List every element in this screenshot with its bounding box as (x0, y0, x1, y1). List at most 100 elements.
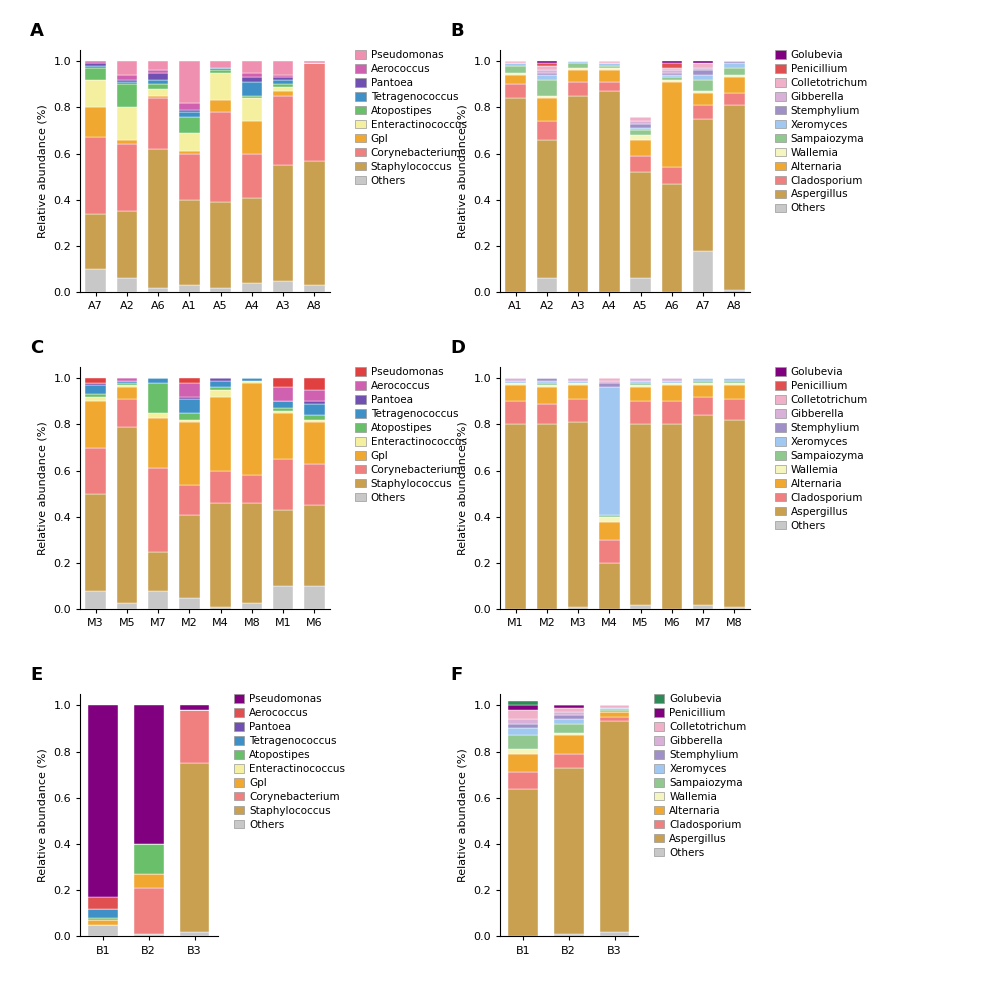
Bar (662, 72, 682, 75)
Bar (242, 381, 262, 383)
Bar (210, 387, 231, 389)
Bar (630, 605, 651, 609)
Bar (599, 383, 620, 387)
Bar (242, 61, 262, 72)
Bar (148, 552, 168, 591)
Bar (630, 128, 651, 131)
Bar (179, 152, 200, 154)
Bar (273, 75, 293, 77)
Bar (630, 131, 651, 135)
Bar (273, 510, 293, 587)
Bar (600, 721, 629, 932)
Bar (630, 401, 651, 424)
Bar (568, 422, 588, 607)
Bar (117, 79, 137, 82)
Bar (630, 385, 651, 387)
Bar (630, 424, 651, 605)
Bar (273, 379, 293, 387)
Bar (630, 379, 651, 381)
Bar (662, 379, 682, 381)
Bar (88, 918, 118, 921)
Bar (662, 167, 682, 183)
Bar (508, 789, 538, 936)
Bar (273, 86, 293, 91)
Bar (117, 381, 137, 383)
Bar (724, 607, 745, 609)
Bar (179, 485, 200, 514)
Bar (242, 72, 262, 77)
Bar (117, 145, 137, 211)
Bar (537, 383, 557, 385)
Bar (179, 154, 200, 200)
Bar (537, 424, 557, 609)
Y-axis label: Relative abundance (%): Relative abundance (%) (458, 421, 468, 555)
Bar (662, 79, 682, 82)
Bar (537, 278, 557, 292)
Bar (662, 383, 682, 385)
Bar (148, 417, 168, 469)
Bar (630, 121, 651, 124)
Bar (304, 415, 325, 420)
Bar (273, 61, 293, 75)
Bar (134, 844, 164, 874)
Bar (304, 379, 325, 389)
Bar (179, 61, 200, 103)
Bar (88, 909, 118, 918)
Bar (693, 379, 713, 381)
Bar (242, 98, 262, 121)
Bar (85, 68, 106, 79)
Bar (724, 420, 745, 607)
Bar (85, 79, 106, 107)
Bar (662, 385, 682, 401)
Bar (537, 65, 557, 70)
Bar (662, 68, 682, 70)
Bar (242, 603, 262, 609)
Bar (85, 494, 106, 591)
Bar (242, 154, 262, 197)
Bar (599, 91, 620, 292)
Bar (662, 82, 682, 167)
Bar (693, 385, 713, 396)
Bar (304, 464, 325, 505)
Bar (568, 381, 588, 383)
Bar (134, 706, 164, 844)
Bar (662, 183, 682, 292)
Legend: Golubevia, Penicillium, Colletotrichum, Gibberella, Stemphylium, Xeromyces, Samp: Golubevia, Penicillium, Colletotrichum, … (775, 50, 868, 213)
Bar (662, 401, 682, 424)
Bar (304, 401, 325, 403)
Bar (554, 733, 584, 735)
Bar (304, 420, 325, 422)
Bar (180, 763, 209, 932)
Bar (273, 79, 293, 84)
Bar (179, 200, 200, 285)
Bar (724, 105, 745, 290)
Bar (85, 61, 106, 63)
Bar (85, 591, 106, 609)
Y-axis label: Relative abundance (%): Relative abundance (%) (458, 104, 468, 238)
Legend: Golubevia, Penicillium, Colletotrichum, Gibberella, Stemphylium, Xeromyces, Samp: Golubevia, Penicillium, Colletotrichum, … (654, 694, 747, 857)
Bar (724, 61, 745, 63)
Bar (508, 710, 538, 719)
Bar (210, 471, 231, 503)
Bar (148, 96, 168, 98)
Bar (117, 387, 137, 399)
Bar (179, 396, 200, 399)
Bar (242, 121, 262, 154)
Bar (568, 607, 588, 609)
Bar (554, 935, 584, 936)
Bar (599, 70, 620, 82)
Bar (273, 91, 293, 96)
Bar (210, 607, 231, 609)
Bar (179, 379, 200, 383)
Bar (179, 383, 200, 396)
Bar (693, 61, 713, 63)
Bar (117, 107, 137, 140)
Text: C: C (30, 339, 43, 357)
Bar (508, 728, 538, 735)
Bar (599, 61, 620, 63)
Legend: Golubevia, Penicillium, Colletotrichum, Gibberella, Stemphylium, Xeromyces, Samp: Golubevia, Penicillium, Colletotrichum, … (775, 367, 868, 530)
Bar (117, 75, 137, 79)
Bar (599, 514, 620, 517)
Bar (630, 156, 651, 172)
Bar (85, 63, 106, 65)
